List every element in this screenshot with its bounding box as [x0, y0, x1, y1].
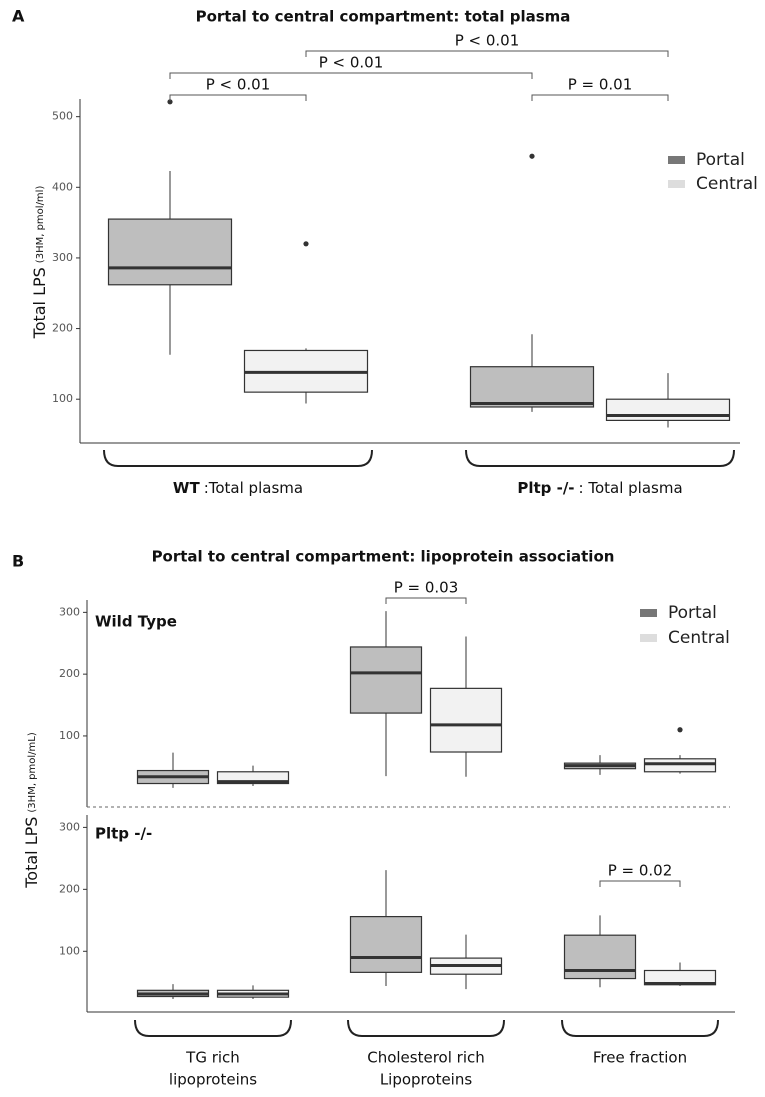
facet-label: Wild Type — [95, 613, 177, 631]
legend-swatch — [668, 180, 685, 188]
comparison-label: P < 0.01 — [455, 32, 520, 50]
box — [349, 646, 423, 714]
category-name: WT — [173, 479, 201, 497]
category-label: lipoproteins — [169, 1071, 257, 1089]
comparison-bracket — [531, 94, 669, 101]
y-tick-label: 100 — [59, 944, 80, 957]
group-brace — [347, 1019, 505, 1037]
y-tick-label: 200 — [52, 322, 73, 335]
chart-title: Portal to central compartment: lipoprote… — [152, 548, 615, 566]
y-tick-label: 200 — [59, 667, 80, 680]
y-axis-title: Total LPS (3HM, pmol/mL) — [22, 732, 41, 889]
legend-swatch — [640, 634, 657, 642]
y-axis-title-unit: (3HM, pmol/ml) — [35, 186, 46, 264]
panel-letter: B — [12, 552, 24, 571]
comparison-bracket — [169, 94, 307, 101]
category-name: Pltp -/- — [517, 479, 574, 497]
legend-label: Central — [696, 174, 758, 194]
y-axis-title-unit: (3HM, pmol/mL) — [27, 732, 38, 812]
category-detail: :Total plasma — [204, 479, 303, 497]
comparison-bracket — [599, 880, 681, 887]
comparison-bracket — [305, 50, 669, 57]
comparison-bracket — [169, 72, 533, 79]
box — [429, 687, 503, 753]
category-label: Cholesterol rich — [367, 1049, 485, 1067]
box — [469, 366, 595, 408]
y-tick-label: 500 — [52, 110, 73, 123]
legend-label: Portal — [668, 603, 717, 623]
facet-label: Pltp -/- — [95, 825, 152, 843]
group-brace — [561, 1019, 719, 1037]
legend-label: Portal — [696, 150, 745, 170]
panel-letter: A — [12, 7, 25, 26]
box — [349, 915, 423, 973]
legend-swatch — [668, 156, 685, 164]
outlier — [529, 153, 535, 159]
box — [107, 218, 233, 286]
y-axis-title-main: Total LPS — [30, 267, 49, 339]
category-label: Free fraction — [593, 1049, 687, 1067]
category-label: WT:Total plasma — [173, 479, 303, 497]
comparison-label: P < 0.01 — [206, 76, 271, 94]
category-label: Lipoproteins — [380, 1071, 473, 1089]
box — [605, 398, 731, 421]
y-tick-label: 100 — [59, 729, 80, 742]
y-tick-label: 300 — [52, 251, 73, 264]
group-brace — [103, 449, 373, 467]
comparison-label: P = 0.03 — [394, 579, 459, 597]
comparison-bracket — [385, 597, 467, 604]
box — [216, 771, 290, 785]
y-tick-label: 300 — [59, 605, 80, 618]
comparison-label: P = 0.01 — [568, 76, 633, 94]
category-label: TG rich — [185, 1049, 240, 1067]
chart-title: Portal to central compartment: total pla… — [196, 8, 571, 26]
comparison-label: P = 0.02 — [608, 862, 673, 880]
y-tick-label: 400 — [52, 180, 73, 193]
category-detail: : Total plasma — [579, 479, 683, 497]
y-tick-label: 100 — [52, 392, 73, 405]
legend-swatch — [640, 609, 657, 617]
category-label: Pltp -/- : Total plasma — [517, 479, 682, 497]
group-brace — [465, 449, 735, 467]
y-axis-title-main: Total LPS — [22, 817, 41, 889]
y-axis-title: Total LPS (3HM, pmol/ml) — [30, 186, 49, 340]
legend-label: Central — [668, 628, 730, 648]
box — [563, 934, 637, 980]
group-brace — [134, 1019, 292, 1037]
y-tick-label: 200 — [59, 882, 80, 895]
box — [643, 758, 717, 773]
outlier — [677, 727, 683, 733]
outlier — [303, 241, 309, 247]
y-tick-label: 300 — [59, 820, 80, 833]
outlier — [167, 99, 173, 105]
comparison-label: P < 0.01 — [319, 54, 384, 72]
